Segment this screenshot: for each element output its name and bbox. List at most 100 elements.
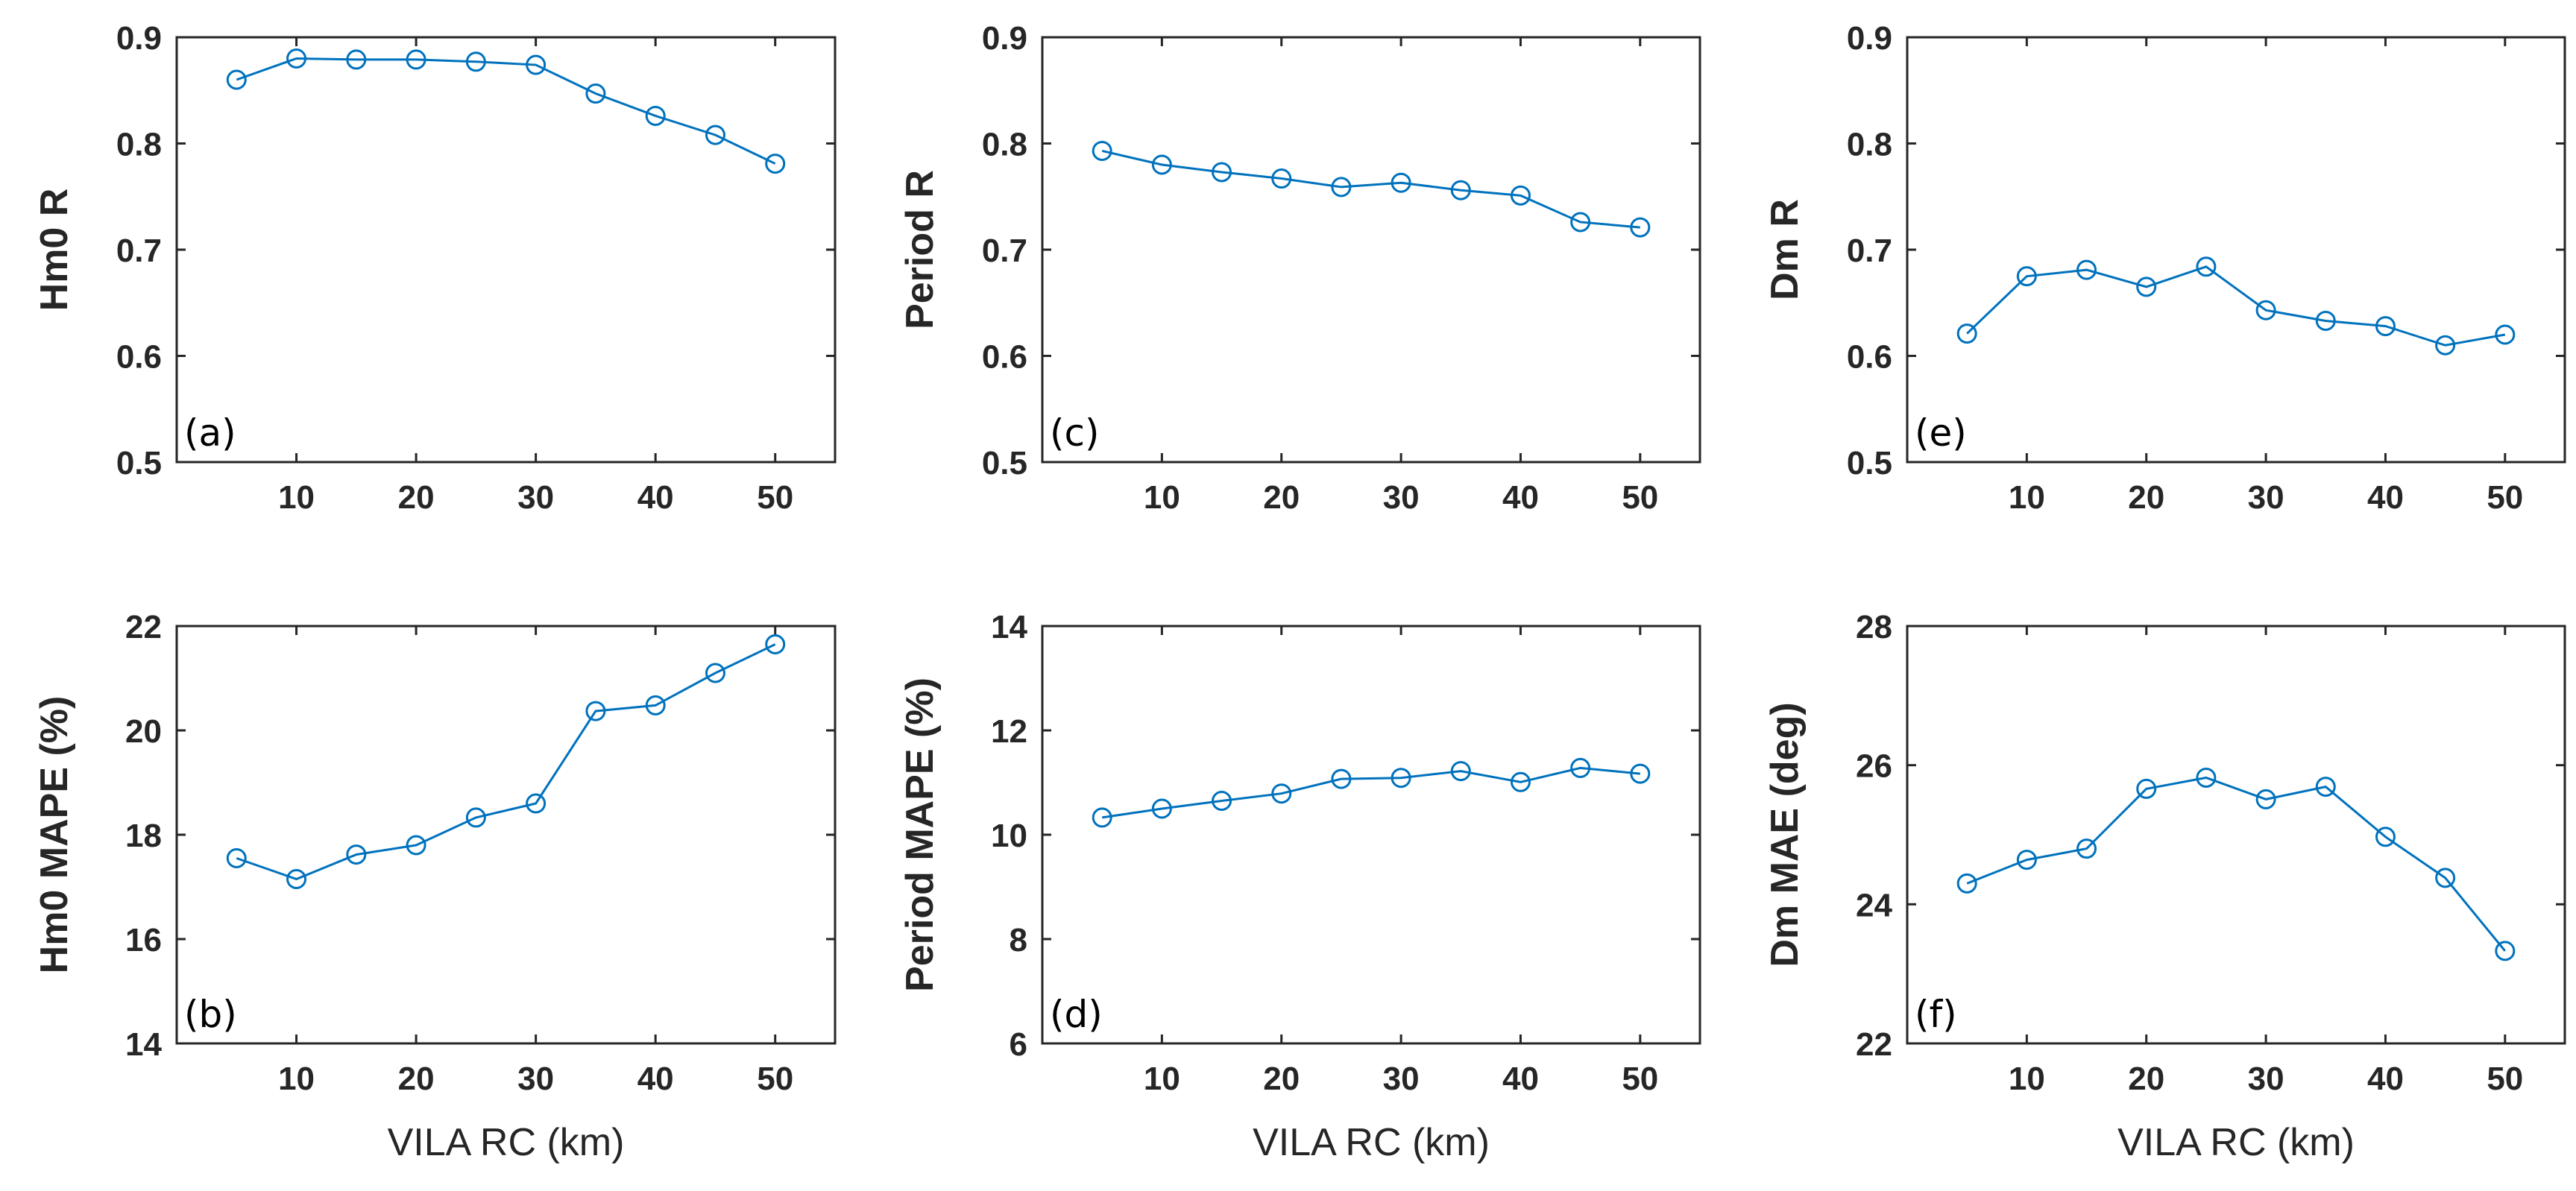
y-tick-label: 0.9: [982, 20, 1027, 57]
panel-label: (d): [1050, 993, 1103, 1036]
data-point: [1212, 791, 1232, 811]
data-point: [1510, 185, 1531, 206]
x-tick-label: 10: [2009, 1061, 2045, 1097]
x-tick-label: 40: [2367, 479, 2404, 516]
y-tick-label: 6: [1010, 1026, 1027, 1063]
data-point: [226, 848, 247, 868]
y-tick-label: 0.5: [1847, 445, 1892, 481]
x-tick-label: 40: [2367, 1061, 2404, 1097]
data-point: [765, 154, 786, 174]
panel-label: (e): [1915, 411, 1967, 455]
y-tick-label: 0.8: [982, 127, 1027, 163]
x-axis-label: VILA RC (km): [388, 1121, 625, 1164]
panel-a: 10 20 30 40 50 0.5 0.6 0.7 0.8 0.9 Hm0 R (a): [33, 20, 837, 516]
x-tick-label: 50: [1622, 479, 1658, 516]
data-point: [2196, 256, 2217, 277]
data-point: [705, 124, 725, 145]
data-point: [1956, 873, 1977, 894]
data-point: [346, 844, 367, 865]
y-tick-label: 8: [1010, 922, 1027, 958]
axes-frame: [1041, 625, 1701, 1045]
axes-frame: [1906, 625, 2566, 1045]
data-point: [465, 807, 486, 828]
x-axis-label: VILA RC (km): [2117, 1121, 2355, 1164]
data-point: [1092, 140, 1112, 161]
x-tick-label: 30: [2248, 1061, 2284, 1097]
y-tick-label: 0.8: [1847, 127, 1892, 163]
y-tick-label: 14: [991, 609, 1027, 645]
y-tick-label: 0.6: [982, 339, 1027, 376]
x-tick-label: 40: [637, 1061, 674, 1097]
y-tick-label: 0.8: [116, 127, 162, 163]
panel-c: 10 20 30 40 50 0.5 0.6 0.7 0.8 0.9 Period R (c): [898, 20, 1701, 516]
data-point: [286, 869, 307, 889]
data-point: [226, 69, 247, 90]
y-tick-label: 0.9: [1847, 20, 1892, 57]
data-point: [2375, 316, 2396, 337]
data-point: [1271, 168, 1292, 189]
axes-frame: [1906, 36, 2566, 464]
data-point: [645, 695, 666, 715]
data-point: [2136, 778, 2157, 799]
data-point: [1450, 180, 1471, 200]
panel-b: 10 20 30 40 50 14 16 18 20 22 Hm0 MAPE (%) VILA RC …: [33, 609, 837, 1164]
y-tick-label: 28: [1856, 609, 1892, 645]
data-point: [1151, 798, 1172, 819]
x-tick-label: 30: [517, 479, 554, 516]
x-tick-label: 20: [2128, 1061, 2164, 1097]
y-axis-label: Dm R: [1763, 199, 1807, 300]
data-point: [2136, 277, 2157, 297]
data-point: [2315, 310, 2336, 331]
data-point: [2255, 789, 2276, 809]
series-line: [236, 57, 776, 165]
data-point: [1570, 212, 1591, 233]
x-tick-label: 30: [517, 1061, 554, 1097]
y-axis-label: Hm0 R: [33, 189, 76, 312]
x-tick-label: 50: [757, 479, 793, 516]
data-point: [1450, 761, 1471, 782]
y-tick-label: 0.6: [1847, 339, 1892, 376]
data-point: [1570, 757, 1591, 778]
data-point: [2495, 941, 2516, 961]
data-point: [1391, 172, 1411, 193]
data-point: [346, 49, 367, 70]
x-tick-label: 50: [2487, 1061, 2523, 1097]
x-tick-label: 20: [398, 1061, 435, 1097]
x-tick-label: 30: [1383, 479, 1420, 516]
data-point: [406, 835, 426, 856]
data-point: [2495, 324, 2516, 345]
y-axis-label: Hm0 MAPE (%): [33, 696, 76, 974]
x-tick-label: 50: [2487, 479, 2523, 516]
x-tick-label: 10: [1144, 1061, 1180, 1097]
x-tick-label: 10: [2009, 479, 2045, 516]
panel-label: (b): [184, 993, 237, 1036]
y-tick-label: 0.9: [116, 20, 162, 57]
data-point: [2196, 767, 2217, 788]
data-point: [1956, 323, 1977, 344]
x-tick-label: 30: [1383, 1061, 1420, 1097]
data-point: [2315, 777, 2336, 797]
y-axis-label: Period R: [898, 170, 942, 329]
series-line: [1101, 766, 1640, 819]
x-tick-label: 10: [1144, 479, 1180, 516]
panel-f: 10 20 30 40 50 22 24 26 28 Dm MAE (deg) VILA RC (k…: [1763, 609, 2566, 1164]
data-point: [1331, 177, 1352, 198]
data-point: [1151, 154, 1172, 175]
series-line: [1101, 150, 1640, 229]
data-point: [1331, 768, 1352, 789]
data-point: [526, 54, 547, 75]
data-point: [705, 663, 725, 683]
data-point: [1212, 162, 1232, 183]
axes-frame: [175, 36, 837, 464]
data-point: [2435, 335, 2456, 356]
data-point: [465, 51, 486, 72]
data-point: [2016, 266, 2037, 287]
data-point: [1630, 763, 1651, 784]
x-tick-label: 50: [757, 1061, 793, 1097]
x-tick-label: 20: [398, 479, 435, 516]
y-axis-label: Period MAPE (%): [898, 677, 942, 992]
y-tick-label: 0.5: [116, 445, 162, 481]
y-tick-label: 26: [1856, 748, 1892, 785]
panel-d: 10 20 30 40 50 6 8 10 12 14 Period MAPE (%) VILA RC…: [898, 609, 1701, 1164]
